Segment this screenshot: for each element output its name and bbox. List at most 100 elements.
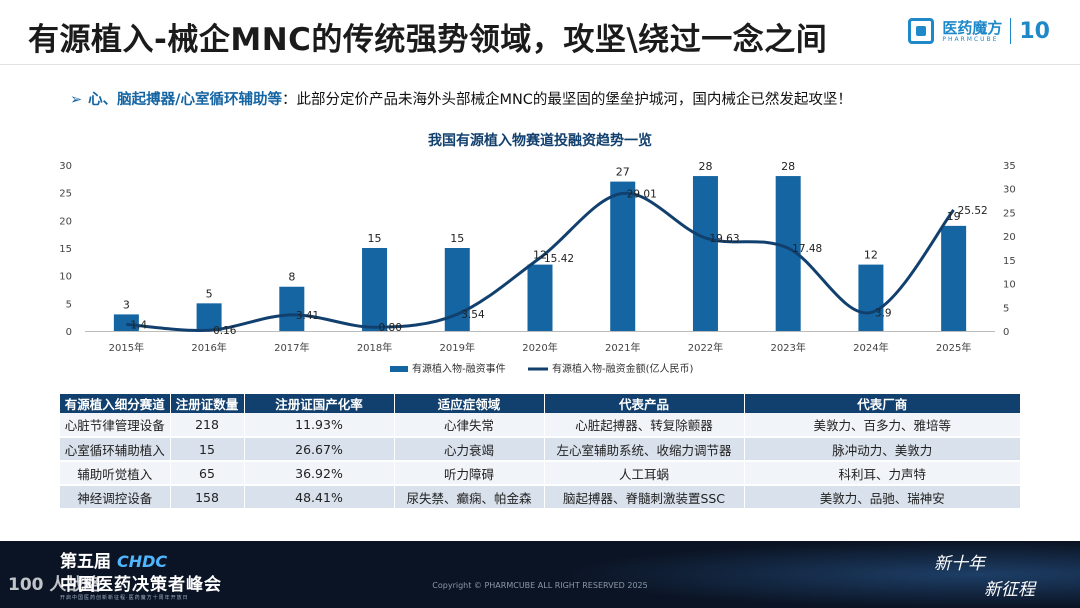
bar xyxy=(527,264,553,331)
x-tick-label: 2019年 xyxy=(440,341,475,354)
event-edition: 第五届 CHDC xyxy=(60,547,167,572)
y-right-tick-label: 30 xyxy=(1003,185,1016,196)
bar-data-label: 28 xyxy=(698,160,712,173)
logo-subtitle: PHARMCUBE xyxy=(942,35,999,43)
table-cell: 听力障碍 xyxy=(394,461,545,486)
table-cell: 科利耳、力声特 xyxy=(744,461,1021,486)
line-data-label: 3.9 xyxy=(875,308,892,320)
bar-data-label: 15 xyxy=(368,232,382,245)
logo-name: 医药魔方 xyxy=(942,18,1003,37)
y-left-tick-label: 0 xyxy=(66,327,72,338)
y-right-tick-label: 35 xyxy=(1003,161,1016,172)
bar-data-label: 19 xyxy=(947,210,961,223)
line-data-label: 0.80 xyxy=(379,322,402,334)
line-data-label: 29.01 xyxy=(627,188,657,200)
table-cell: 尿失禁、癫痫、帕金森 xyxy=(394,485,545,510)
bar-data-label: 12 xyxy=(864,249,878,262)
funding-amount-line xyxy=(126,191,955,332)
line-data-label: 3.54 xyxy=(461,309,485,321)
table-header-cell: 代表产品 xyxy=(544,394,745,413)
subtitle: ➢ 心、脑起搏器/心室循环辅助等：此部分定价产品未海外头部械企MNC的最坚固的堡垒… xyxy=(70,88,852,109)
table-cell: 神经调控设备 xyxy=(60,485,171,510)
table-cell: 15 xyxy=(170,437,245,462)
x-tick-label: 2024年 xyxy=(853,341,888,354)
table-row: 心室循环辅助植入 15 26.67% 心力衰竭 左心室辅助系统、收缩力调节器 脉… xyxy=(60,437,1021,462)
table-cell: 心力衰竭 xyxy=(394,437,545,462)
watermark: 100 人战略 xyxy=(8,575,101,595)
logo-divider xyxy=(1010,18,1012,44)
legend-bar-swatch xyxy=(390,366,408,372)
chart-title: 我国有源植入物赛道投融资趋势一览 xyxy=(428,132,652,149)
y-left-tick-label: 30 xyxy=(59,161,72,172)
line-data-label: 15.42 xyxy=(544,253,574,265)
table-cell: 158 xyxy=(170,485,245,510)
bar xyxy=(858,264,884,331)
table-cell: 辅助听觉植入 xyxy=(60,461,171,486)
x-tick-label: 2021年 xyxy=(605,341,640,354)
x-tick-label: 2015年 xyxy=(109,341,144,354)
subtitle-text: ：此部分定价产品未海外头部械企MNC的最坚固的堡垒护城河，国内械企已然发起攻坚！ xyxy=(281,92,852,108)
table-header-cell: 适应症领域 xyxy=(394,394,545,413)
segment-table: 有源植入细分赛道 注册证数量 注册证国产化率 适应症领域 代表产品 代表厂商 心… xyxy=(60,394,1021,510)
bar-data-label: 8 xyxy=(288,271,295,284)
y-right-tick-label: 25 xyxy=(1003,208,1016,219)
header-divider xyxy=(0,64,1080,65)
x-tick-label: 2016年 xyxy=(191,341,226,354)
line-data-label: 1.4 xyxy=(130,319,147,331)
table-row: 心脏节律管理设备 218 11.93% 心律失常 心脏起搏器、转复除颤器 美敦力… xyxy=(60,413,1021,438)
y-left-tick-label: 10 xyxy=(59,272,72,283)
cube-icon xyxy=(908,18,935,44)
table-cell: 人工耳蜗 xyxy=(544,461,745,486)
table-header-cell: 注册证国产化率 xyxy=(244,394,395,413)
table-cell: 心律失常 xyxy=(394,413,545,438)
table-cell: 218 xyxy=(170,413,245,438)
event-footer: 第五届 CHDC 中国医药决策者峰会 开启中国医药创新新征程·医药魔方十周年开放日… xyxy=(0,541,1080,608)
y-right-tick-label: 20 xyxy=(1003,232,1016,243)
y-right-tick-label: 10 xyxy=(1003,280,1016,291)
x-tick-label: 2020年 xyxy=(522,341,557,354)
y-right-tick-label: 0 xyxy=(1003,327,1009,338)
table-header-cell: 注册证数量 xyxy=(170,394,245,413)
bar-data-label: 12 xyxy=(533,249,547,262)
table-cell: 美敦力、品驰、瑞神安 xyxy=(744,485,1021,510)
bar xyxy=(113,314,139,331)
bullet-arrow-icon: ➢ xyxy=(70,92,83,108)
event-logo: CHDC xyxy=(117,552,168,571)
table-header-row: 有源植入细分赛道 注册证数量 注册证国产化率 适应症领域 代表产品 代表厂商 xyxy=(60,394,1021,413)
line-data-label: 3.41 xyxy=(296,310,319,322)
event-edition-text: 第五届 xyxy=(60,552,111,572)
table-header-cell: 有源植入细分赛道 xyxy=(60,394,171,413)
y-left-tick-label: 25 xyxy=(59,189,72,200)
legend-line-label: 有源植入物-融资金额(亿人民币) xyxy=(552,362,694,375)
table-header-cell: 代表厂商 xyxy=(744,394,1021,413)
table-cell: 心脏起搏器、转复除颤器 xyxy=(544,413,745,438)
bar xyxy=(362,248,388,331)
table-cell: 65 xyxy=(170,461,245,486)
table-cell: 36.92% xyxy=(244,461,395,486)
bar-data-label: 5 xyxy=(206,287,213,300)
x-tick-label: 2018年 xyxy=(357,341,392,354)
page-title: 有源植入-械企MNC的传统强势领域，攻坚\绕过一念之间 xyxy=(28,22,828,58)
table-cell: 11.93% xyxy=(244,413,395,438)
table-cell: 脉冲动力、美敦力 xyxy=(744,437,1021,462)
line-data-label: 17.48 xyxy=(792,243,822,255)
table-cell: 左心室辅助系统、收缩力调节器 xyxy=(544,437,745,462)
x-tick-label: 2022年 xyxy=(688,341,723,354)
bar xyxy=(196,303,222,331)
copyright: Copyright © PHARMCUBE ALL RIGHT RESERVED… xyxy=(432,581,648,590)
event-name: 中国医药决策者峰会 xyxy=(60,575,222,595)
y-left-tick-label: 5 xyxy=(66,299,72,310)
slogan-line2: 新征程 xyxy=(984,580,1035,600)
table-row: 神经调控设备 158 48.41% 尿失禁、癫痫、帕金森 脑起搏器、脊髓刺激装置… xyxy=(60,485,1021,510)
table-cell: 脑起搏器、脊髓刺激装置SSC xyxy=(544,485,745,510)
bar xyxy=(279,286,305,331)
x-tick-label: 2023年 xyxy=(770,341,805,354)
table-cell: 心脏节律管理设备 xyxy=(60,413,171,438)
bar-data-label: 28 xyxy=(781,160,795,173)
subtitle-highlight: 心、脑起搏器/心室循环辅助等 xyxy=(88,92,282,108)
x-tick-label: 2017年 xyxy=(274,341,309,354)
bar xyxy=(692,176,718,331)
table-cell: 48.41% xyxy=(244,485,395,510)
line-data-label: 0.16 xyxy=(213,325,237,337)
table-cell: 美敦力、百多力、雅培等 xyxy=(744,413,1021,438)
